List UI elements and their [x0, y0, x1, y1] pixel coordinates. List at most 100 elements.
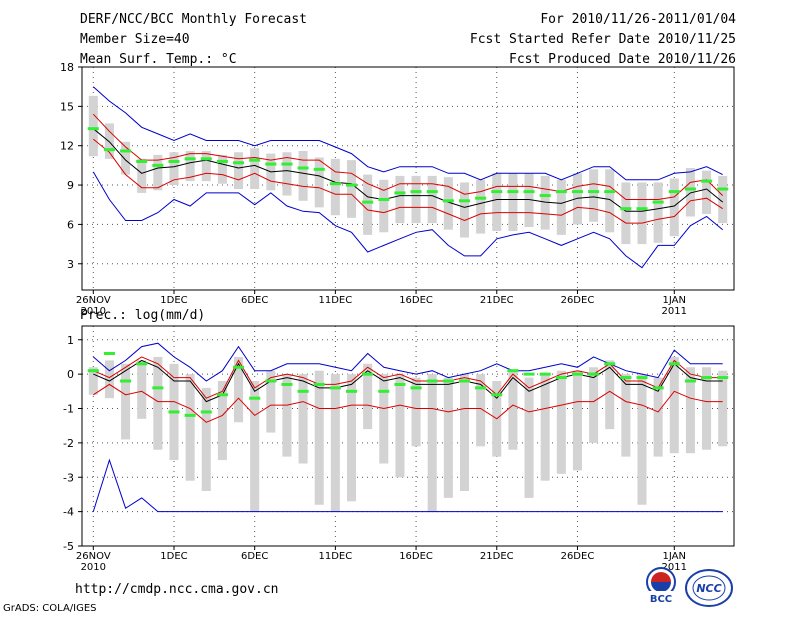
variable-label: Mean Surf. Temp.: °C: [80, 52, 237, 67]
ensemble-box: [282, 374, 292, 457]
ncc-logo: NCC: [685, 569, 733, 607]
ensemble-box: [621, 182, 631, 245]
ncc-logo-text: NCC: [696, 582, 721, 595]
ensemble-box: [153, 154, 163, 191]
ensemble-box: [605, 169, 615, 233]
ensemble-box: [169, 152, 179, 186]
ensemble-box: [524, 173, 534, 228]
x-tick-label: 26NOV: [76, 295, 111, 306]
ensemble-box: [653, 182, 663, 243]
ensemble-box: [395, 175, 405, 224]
series-line-mean: [93, 359, 723, 403]
ensemble-box: [459, 182, 470, 238]
ensemble-box: [153, 356, 163, 450]
x-tick-label: 6DEC: [241, 551, 268, 562]
ensemble-box: [589, 169, 599, 222]
y-tick-label: 0: [67, 368, 74, 381]
ensemble-box: [589, 367, 599, 443]
ensemble-box: [185, 374, 195, 481]
plot-frame: [81, 325, 735, 547]
x-tick-label: 26NOV: [76, 551, 111, 562]
y-tick-label: 9: [67, 179, 74, 192]
x-tick-label: 26DEC: [561, 551, 595, 562]
x-tick-label: 16DEC: [399, 551, 433, 562]
ensemble-box: [605, 360, 615, 430]
ensemble-box: [669, 356, 679, 454]
x-tick-label: 1DEC: [160, 551, 187, 562]
ensemble-box: [492, 173, 502, 231]
ensemble-box: [363, 363, 373, 430]
ensemble-box: [282, 152, 292, 196]
x-tick-year-label: 2011: [662, 306, 687, 317]
header-right: For 2010/11/26-2011/01/04 Fcst Started R…: [470, 10, 736, 70]
y-tick-label: 15: [60, 100, 74, 113]
ensemble-box: [88, 95, 98, 157]
plot-frame: [81, 66, 735, 291]
y-tick-label: -2: [63, 437, 74, 450]
ensemble-box: [540, 175, 550, 230]
x-tick-year-label: 2010: [81, 306, 106, 317]
member-size-label: Member Size=40: [80, 32, 190, 47]
x-tick-label: 21DEC: [480, 551, 514, 562]
ensemble-box: [411, 377, 421, 447]
x-tick-label: 26DEC: [561, 295, 595, 306]
ensemble-box: [524, 377, 534, 498]
ensemble-box: [137, 360, 147, 419]
ensemble-box: [508, 370, 518, 450]
ensemble-box: [427, 374, 437, 512]
ensemble-box: [443, 377, 453, 498]
ensemble-box: [685, 367, 695, 454]
footer-url[interactable]: http://cmdp.ncc.cma.gov.cn: [75, 582, 279, 597]
ensemble-box: [314, 370, 324, 505]
bcc-logo: BCC: [644, 567, 678, 605]
ensemble-box: [395, 374, 405, 478]
x-tick-label: 1JAN: [663, 551, 686, 562]
ensemble-box: [702, 170, 712, 214]
x-tick-year-label: 2011: [662, 562, 687, 573]
y-tick-label: 6: [67, 218, 74, 231]
ensemble-box: [669, 178, 679, 237]
ensemble-box: [250, 148, 260, 189]
header-left: DERF/NCC/BCC Monthly Forecast Member Siz…: [80, 10, 307, 70]
ensemble-box: [443, 177, 453, 230]
ensemble-box: [330, 158, 340, 216]
ensemble-box: [88, 367, 98, 395]
series-line-max: [92, 342, 723, 382]
x-tick-label: 6DEC: [241, 295, 268, 306]
ensemble-box: [685, 168, 695, 217]
ensemble-box: [476, 374, 486, 447]
ensemble-box: [411, 175, 421, 224]
ensemble-box: [201, 150, 211, 182]
ensemble-box: [314, 157, 324, 208]
ensemble-box: [621, 374, 631, 457]
ensemble-box: [121, 363, 131, 440]
ensemble-box: [298, 150, 308, 201]
x-tick-label: 1DEC: [160, 295, 187, 306]
ensemble-box: [250, 381, 260, 512]
ensemble-box: [266, 370, 276, 433]
y-tick-label: -1: [63, 403, 74, 416]
x-tick-label: 11DEC: [319, 551, 353, 562]
y-tick-label: 3: [67, 258, 74, 271]
ensemble-box: [234, 152, 244, 189]
ensemble-box: [718, 370, 728, 447]
ensemble-box: [346, 374, 357, 502]
series-line-lower: [93, 383, 723, 423]
y-tick-label: -5: [63, 540, 74, 553]
x-tick-label: 1JAN: [663, 295, 686, 306]
series-line-mean: [92, 128, 724, 212]
fcst-started-date: Fcst Started Refer Date 2010/11/25: [469, 32, 736, 47]
ensemble-box: [637, 182, 647, 245]
series-line-lower: [92, 138, 723, 224]
series-line-upper: [92, 113, 724, 200]
series-line-upper: [93, 356, 723, 399]
forecast-period: For 2010/11/26-2011/01/04: [540, 12, 736, 27]
ensemble-box: [379, 179, 389, 233]
ensemble-box: [346, 160, 357, 218]
ensemble-box: [459, 374, 470, 491]
series-line-max: [92, 86, 723, 181]
ensemble-box: [379, 374, 389, 464]
ensemble-box: [718, 175, 728, 224]
